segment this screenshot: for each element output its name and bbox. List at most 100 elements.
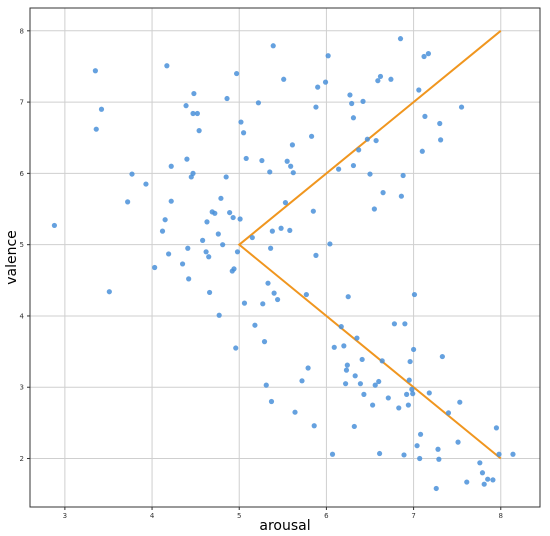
grid-lines [30,8,540,507]
x-axis-label: arousal [259,518,310,534]
data-point [263,382,269,388]
data-point [289,142,296,148]
data-point [401,452,407,458]
data-point [278,225,284,231]
data-point [271,290,277,296]
data-point [184,156,190,162]
data-point [313,252,319,258]
data-point [284,158,290,164]
data-point [356,147,362,153]
data-point [419,148,425,154]
data-point [255,100,262,106]
data-point [493,425,500,431]
data-point [288,163,294,169]
plot-frame [29,7,541,508]
data-point [268,245,274,251]
data-point [292,409,298,415]
data-point [241,300,248,306]
data-point [380,190,386,196]
data-point [206,254,212,260]
y-tick-label: 7 [20,99,24,107]
data-point [342,381,349,387]
data-point [371,206,377,212]
data-point [407,358,413,365]
data-point [349,100,355,107]
data-point [249,234,255,241]
data-point [311,423,317,429]
data-point [240,130,247,136]
data-point [259,157,265,164]
data-point [186,276,192,282]
data-point [376,450,383,457]
data-point [360,98,366,104]
data-point [364,136,370,142]
data-point [270,43,276,49]
data-point [336,166,342,172]
data-point [303,291,309,298]
y-tick-label: 3 [20,384,24,392]
data-point [338,324,344,330]
data-point [308,133,315,139]
data-point [391,321,398,327]
data-point [260,301,266,307]
data-point [341,343,347,349]
data-point [370,402,376,408]
data-point [234,70,240,77]
data-point [397,36,404,42]
data-point [215,231,221,237]
x-tick-label: 6 [324,512,329,520]
data-point [388,76,394,82]
y-tick-label: 5 [20,241,24,249]
data-point [234,249,241,255]
data-point [305,365,311,371]
y-tick-label: 2 [20,455,24,463]
data-point [435,446,441,452]
data-point [106,289,112,295]
data-point [329,451,336,457]
data-point [265,280,271,286]
data-point [414,443,420,449]
data-point [343,367,350,373]
data-point [437,120,443,127]
data-point [212,210,218,216]
data-point [331,344,337,350]
tick-labels: 3 4 5 6 7 8 2 3 4 5 6 7 8 [20,27,503,520]
data-point [479,470,486,476]
data-point [367,171,373,177]
data-point [203,249,209,255]
data-point [200,237,206,243]
data-point [322,79,329,85]
data-points [51,36,516,492]
x-tick-label: 4 [150,512,155,520]
data-point [179,261,186,267]
data-point [396,405,402,411]
data-point [183,103,189,109]
data-point [350,115,357,121]
data-point [243,155,249,162]
data-point [352,373,358,379]
data-point [464,479,470,485]
data-point [485,476,491,482]
data-point [281,76,287,82]
data-point [252,322,258,328]
data-point [426,390,432,396]
data-point [238,119,244,125]
data-point [373,137,379,144]
data-point [409,386,415,392]
data-point [269,228,275,234]
data-point [125,199,131,205]
data-point [477,460,483,466]
data-point [299,378,305,384]
data-point [458,104,465,110]
data-point [168,163,174,169]
data-point [496,451,502,457]
data-point [398,193,404,199]
data-point [51,222,58,229]
data-point [152,264,158,271]
data-point [190,170,196,176]
data-point [92,68,98,74]
data-point [274,296,281,303]
data-point [445,410,452,416]
data-point [421,53,427,60]
data-point [206,289,213,296]
